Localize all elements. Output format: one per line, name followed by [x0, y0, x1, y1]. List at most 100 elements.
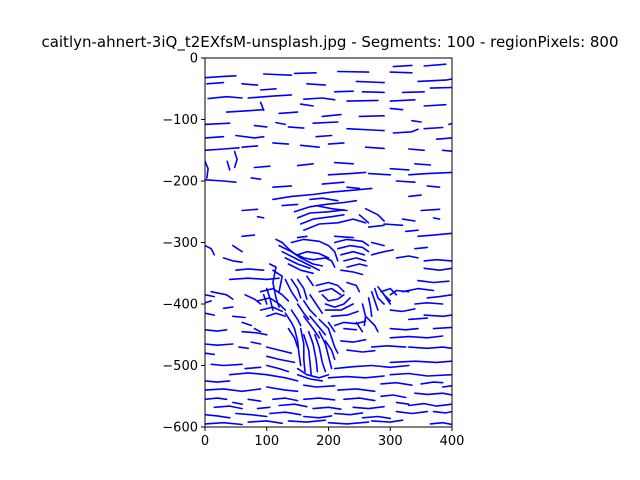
segment-line: [256, 297, 287, 311]
segment-line: [302, 415, 333, 419]
segment-line: [205, 397, 228, 401]
segment-line: [302, 300, 317, 318]
segment-line: [417, 78, 452, 83]
segment-line: [241, 83, 259, 86]
segment-line: [346, 281, 361, 293]
segment-line: [389, 99, 416, 102]
y-tick-label: −500: [162, 359, 198, 374]
segment-line: [383, 293, 392, 305]
segment-line: [290, 238, 339, 262]
segment-line: [241, 330, 268, 336]
segment-line: [290, 278, 302, 299]
segment-line: [318, 330, 333, 370]
x-axis: 0 100 200 300 400: [201, 427, 464, 449]
segment-line: [407, 402, 452, 407]
segment-line: [228, 372, 299, 382]
segment-line: [296, 250, 330, 259]
y-tick-label: −600: [162, 421, 198, 436]
segment-line: [235, 268, 265, 272]
y-tick-label: −200: [162, 175, 198, 190]
segment-line: [210, 363, 243, 367]
segment-line: [389, 372, 452, 377]
segment-line: [309, 293, 324, 315]
segment-line: [423, 103, 447, 107]
segment-line: [417, 232, 452, 238]
segment-line: [432, 410, 452, 414]
segment-line: [343, 397, 376, 402]
segment-line: [395, 401, 410, 406]
segment-line: [262, 73, 293, 76]
segment-line: [312, 406, 342, 411]
segment-line: [336, 244, 370, 253]
segment-line: [302, 384, 336, 388]
segment-line: [423, 126, 444, 130]
segment-line: [380, 394, 407, 399]
segment-line: [414, 246, 429, 250]
segment-line: [441, 384, 452, 388]
segment-line: [401, 218, 416, 222]
segment-line: [265, 355, 296, 364]
segment-line: [364, 207, 385, 222]
segment-line: [336, 70, 370, 73]
segment-line: [287, 263, 314, 275]
segment-line: [355, 321, 364, 333]
segment-line: [395, 180, 416, 183]
segment-line: [343, 257, 367, 262]
segment-line: [225, 108, 265, 113]
segment-line: [302, 218, 367, 231]
segment-line: [321, 181, 345, 185]
segment-line: [205, 160, 209, 179]
segment-line: [272, 142, 290, 145]
segment-line: [241, 208, 259, 212]
segment-line: [235, 412, 268, 418]
segment-line: [318, 318, 333, 339]
segment-line: [355, 80, 385, 84]
segment-line: [281, 203, 299, 207]
segment-line: [284, 312, 296, 330]
segment-line: [241, 321, 253, 327]
segment-line: [414, 301, 444, 305]
segment-line: [389, 327, 419, 331]
y-axis: 0 −100 −200 −300 −400 −500 −600: [162, 52, 205, 436]
segment-line: [340, 250, 366, 256]
segment-line: [259, 88, 277, 91]
segment-line: [265, 346, 293, 355]
segment-line: [324, 303, 355, 311]
segment-line: [389, 167, 410, 171]
segment-line: [414, 392, 452, 396]
segment-line: [205, 147, 240, 152]
segment-line: [244, 293, 262, 305]
segment-line: [265, 364, 290, 373]
segment-line: [287, 419, 327, 423]
segment-line: [232, 315, 246, 319]
segment-line: [346, 127, 385, 132]
segment-line: [423, 267, 452, 272]
segment-line: [327, 171, 367, 176]
x-tick-label: 0: [201, 434, 209, 449]
segment-line: [205, 328, 228, 332]
y-tick-label: −100: [162, 113, 198, 128]
segment-line: [256, 215, 265, 219]
segment-line: [411, 119, 422, 123]
segment-line: [205, 122, 231, 126]
segment-line: [343, 327, 358, 331]
segment-line: [314, 333, 327, 373]
y-tick-label: −400: [162, 298, 198, 313]
segment-line: [414, 163, 432, 166]
segment-line: [389, 71, 413, 74]
segment-line: [205, 421, 243, 426]
segment-line: [389, 308, 416, 313]
segment-line: [241, 234, 256, 238]
segment-line: [287, 126, 305, 129]
segment-line: [250, 177, 262, 180]
segment-line: [290, 309, 302, 327]
segment-line: [327, 375, 385, 379]
segment-line: [420, 381, 444, 385]
y-tick-label: −300: [162, 236, 198, 251]
segment-line: [306, 83, 327, 86]
segment-line: [259, 101, 265, 112]
segment-line: [333, 161, 355, 165]
segment-line: [423, 314, 452, 318]
segment-line: [327, 421, 370, 425]
segment-line: [367, 172, 392, 176]
